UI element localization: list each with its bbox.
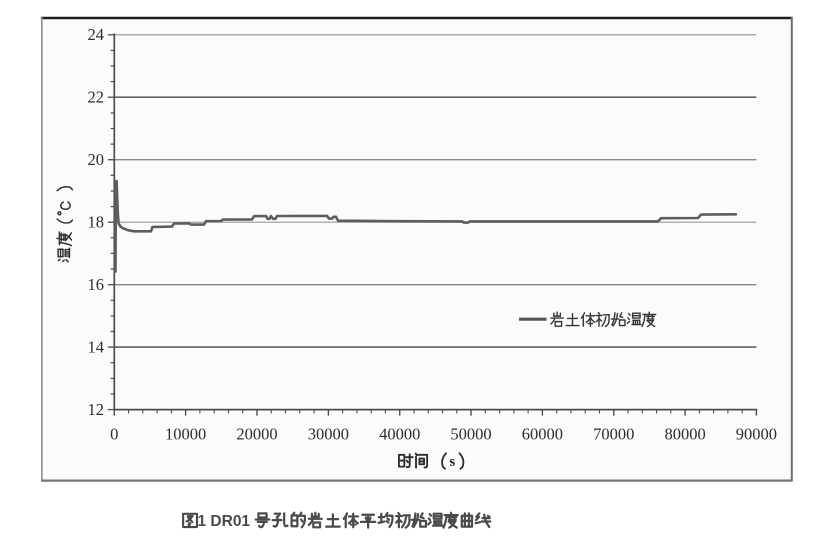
svg-text:0: 0 <box>110 425 118 444</box>
svg-text:1 DR01: 1 DR01 <box>198 513 251 530</box>
svg-text:24: 24 <box>88 25 105 44</box>
svg-text:30000: 30000 <box>308 425 349 444</box>
svg-text:80000: 80000 <box>664 425 705 444</box>
svg-text:s: s <box>449 454 455 470</box>
svg-text:70000: 70000 <box>593 425 634 444</box>
svg-text:20000: 20000 <box>236 425 277 444</box>
svg-text:40000: 40000 <box>379 425 420 444</box>
svg-text:60000: 60000 <box>522 425 563 444</box>
svg-text:20: 20 <box>88 150 105 169</box>
svg-text:10000: 10000 <box>165 425 206 444</box>
svg-text:22: 22 <box>88 88 105 107</box>
svg-text:12: 12 <box>88 400 105 419</box>
svg-text:14: 14 <box>88 337 105 356</box>
svg-text:16: 16 <box>88 275 105 294</box>
svg-text:50000: 50000 <box>450 425 491 444</box>
svg-text:90000: 90000 <box>736 425 777 444</box>
svg-text:18: 18 <box>88 213 105 232</box>
